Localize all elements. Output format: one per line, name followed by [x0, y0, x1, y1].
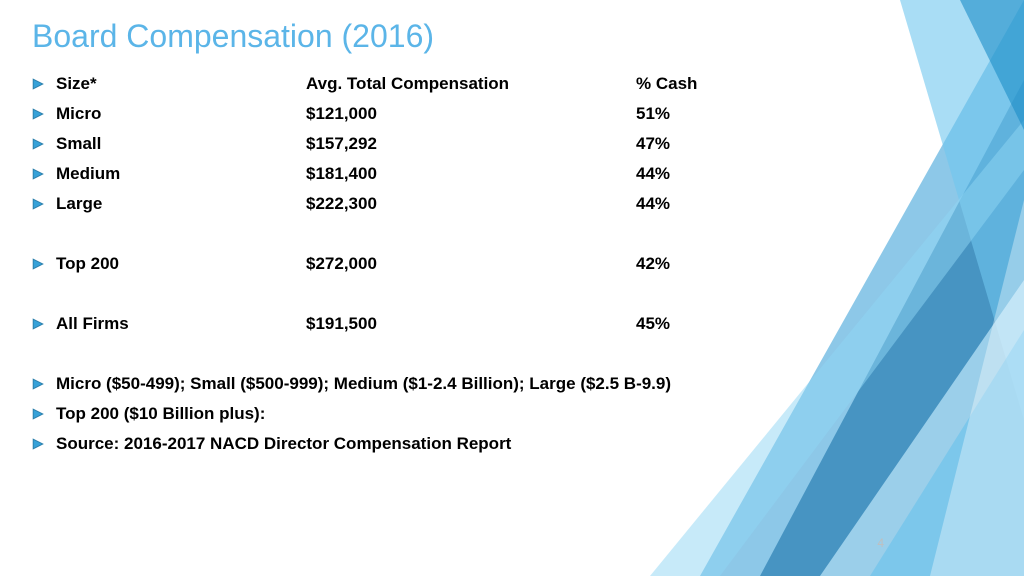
- bullet-icon: [32, 78, 56, 90]
- bullet-icon: [32, 108, 56, 120]
- bullet-icon: [32, 138, 56, 150]
- extra-row-top200-comp: $272,000: [306, 254, 636, 274]
- table-row-1: Small $157,292 47%: [32, 129, 984, 159]
- table-header-row: Size* Avg. Total Compensation % Cash: [32, 69, 984, 99]
- footnote-row-1: Top 200 ($10 Billion plus):: [32, 399, 984, 429]
- footnote-row-2: Source: 2016-2017 NACD Director Compensa…: [32, 429, 984, 459]
- data-rows: Size* Avg. Total Compensation % Cash Mic…: [32, 69, 984, 459]
- table-row-0-size: Micro: [56, 104, 306, 124]
- table-row-0-comp: $121,000: [306, 104, 636, 124]
- table-row-2-comp: $181,400: [306, 164, 636, 184]
- slide-content: Board Compensation (2016) Size* Avg. Tot…: [0, 0, 1024, 459]
- extra-row-top200: Top 200 $272,000 42%: [32, 249, 984, 279]
- bullet-icon: [32, 258, 56, 270]
- table-row-3-size: Large: [56, 194, 306, 214]
- footnote-text-1: Top 200 ($10 Billion plus):: [56, 404, 984, 424]
- extra-row-allfirms-size: All Firms: [56, 314, 306, 334]
- page-number: 4: [877, 536, 884, 550]
- spacer: [32, 219, 984, 249]
- bullet-icon: [32, 408, 56, 420]
- spacer: [32, 339, 984, 369]
- extra-row-allfirms-comp: $191,500: [306, 314, 636, 334]
- bullet-icon: [32, 168, 56, 180]
- table-row-1-size: Small: [56, 134, 306, 154]
- table-row-3-cash: 44%: [636, 194, 786, 214]
- table-row-2-cash: 44%: [636, 164, 786, 184]
- table-row-3: Large $222,300 44%: [32, 189, 984, 219]
- table-row-1-comp: $157,292: [306, 134, 636, 154]
- table-row-0-cash: 51%: [636, 104, 786, 124]
- slide: Board Compensation (2016) Size* Avg. Tot…: [0, 0, 1024, 576]
- extra-row-top200-cash: 42%: [636, 254, 786, 274]
- slide-title: Board Compensation (2016): [32, 18, 984, 55]
- header-comp: Avg. Total Compensation: [306, 74, 636, 94]
- table-row-1-cash: 47%: [636, 134, 786, 154]
- extra-row-allfirms: All Firms $191,500 45%: [32, 309, 984, 339]
- spacer: [32, 279, 984, 309]
- footnote-row-0: Micro ($50-499); Small ($500-999); Mediu…: [32, 369, 984, 399]
- bullet-icon: [32, 438, 56, 450]
- bullet-icon: [32, 318, 56, 330]
- bullet-icon: [32, 378, 56, 390]
- bullet-icon: [32, 198, 56, 210]
- extra-row-allfirms-cash: 45%: [636, 314, 786, 334]
- extra-row-top200-size: Top 200: [56, 254, 306, 274]
- footnote-text-2: Source: 2016-2017 NACD Director Compensa…: [56, 434, 984, 454]
- header-size: Size*: [56, 74, 306, 94]
- table-row-2-size: Medium: [56, 164, 306, 184]
- table-row-3-comp: $222,300: [306, 194, 636, 214]
- table-row-0: Micro $121,000 51%: [32, 99, 984, 129]
- table-row-2: Medium $181,400 44%: [32, 159, 984, 189]
- header-cash: % Cash: [636, 74, 786, 94]
- footnote-text-0: Micro ($50-499); Small ($500-999); Mediu…: [56, 374, 984, 394]
